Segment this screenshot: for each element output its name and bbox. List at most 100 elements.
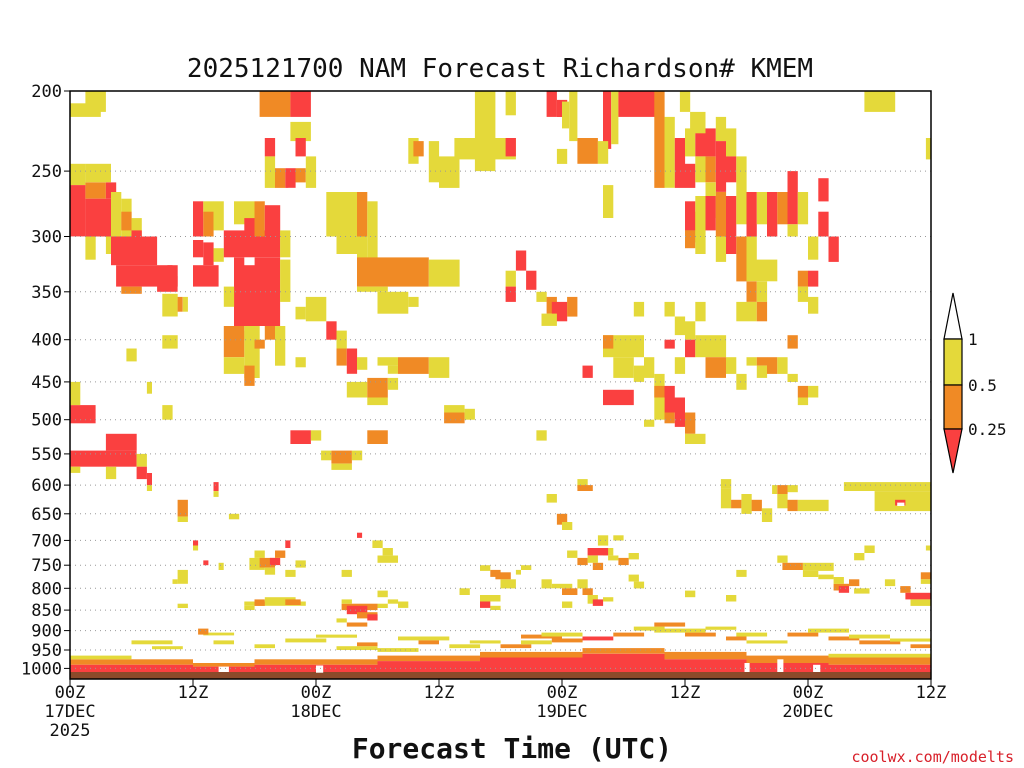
ri-0.5-1-cell: [177, 569, 188, 584]
ri-0.5-1-cell: [305, 156, 317, 188]
ri-lt-0.25-cell: [193, 265, 219, 287]
ri-0.25-0.5-cell: [787, 335, 798, 349]
ri-0.5-1-cell: [577, 479, 588, 489]
ri-0.25-0.5-cell: [377, 655, 480, 662]
ri-0.5-1-cell: [843, 482, 931, 491]
ri-0.5-1-cell: [613, 535, 624, 541]
y-tick-label: 900: [31, 622, 62, 642]
ri-0.5-1-cell: [285, 638, 327, 643]
ri-0.5-1-cell: [674, 357, 686, 374]
ri-0.5-1-cell: [321, 450, 332, 461]
x-tick-time: 12Z: [424, 683, 455, 703]
ri-0.5-1-cell: [569, 91, 578, 142]
ri-0.5-1-cell: [685, 128, 696, 157]
y-tick-label: 650: [31, 505, 62, 525]
ri-0.5-1-cell: [736, 301, 757, 322]
ri-0.25-0.5-cell: [398, 357, 429, 374]
ri-0.25-0.5-cell: [275, 168, 286, 188]
ri-0.25-0.5-cell: [577, 557, 588, 566]
ri-0.5-1-cell: [336, 330, 347, 349]
x-tick-time: 00Z: [793, 683, 824, 703]
ri-0.5-1-cell: [920, 579, 931, 584]
ri-0.5-1-cell: [746, 357, 757, 366]
ri-0.25-0.5-cell: [777, 192, 788, 225]
ri-0.5-1-cell: [290, 121, 311, 142]
ri-0.25-0.5-cell: [346, 622, 368, 627]
ri-0.5-1-cell: [685, 321, 696, 340]
ri-0.5-1-cell: [603, 597, 614, 602]
ri-lt-0.25-cell: [480, 657, 583, 673]
legend-0.25-0.5: [943, 384, 963, 430]
ri-lt-0.25-cell: [726, 156, 737, 183]
ri-0.5-1-cell: [818, 574, 834, 580]
ri-0.5-1-cell: [890, 638, 931, 642]
ri-0.25-0.5-cell: [177, 296, 183, 312]
ri-0.5-1-cell: [695, 196, 706, 254]
ri-lt-0.25-cell: [264, 138, 276, 157]
ri-0.25-0.5-cell: [521, 634, 562, 639]
legend-below-0.25: [943, 428, 963, 474]
ri-0.5-1-cell: [864, 91, 896, 112]
ri-0.5-1-cell: [787, 373, 798, 382]
stable-cell: [316, 665, 324, 673]
ri-0.5-1-cell: [685, 433, 706, 444]
ri-0.5-1-cell: [597, 535, 609, 546]
ri-0.5-1-cell: [562, 522, 573, 530]
y-tick-label: 600: [31, 476, 62, 496]
ri-0.5-1-cell: [372, 540, 383, 548]
stable-cell: [897, 502, 905, 506]
ri-0.5-1-cell: [280, 259, 291, 302]
ri-0.5-1-cell: [126, 348, 137, 362]
ri-lt-0.25-cell: [818, 178, 829, 202]
ri-0.5-1-cell: [603, 185, 614, 218]
ri-0.5-1-cell: [295, 560, 306, 568]
ri-0.5-1-cell: [674, 316, 686, 336]
ri-0.25-0.5-cell: [367, 377, 388, 398]
x-tick-year: 2025: [50, 721, 91, 741]
ri-0.25-0.5-cell: [756, 301, 768, 322]
ri-0.25-0.5-cell: [618, 557, 629, 566]
ri-0.5-1-cell: [203, 201, 214, 218]
ri-0.5-1-cell: [726, 357, 737, 374]
ri-lt-0.25-cell: [685, 163, 696, 188]
ri-lt-0.25-cell: [746, 663, 829, 673]
ri-0.5-1-cell: [567, 550, 578, 558]
ri-0.5-1-cell: [664, 301, 675, 317]
ri-0.5-1-cell: [398, 636, 450, 641]
ri-0.5-1-cell: [521, 565, 532, 570]
ri-0.25-0.5-cell: [264, 326, 276, 340]
y-tick-label: 200: [31, 82, 62, 102]
ri-0.5-1-cell: [264, 597, 296, 602]
ri-lt-0.25-cell: [70, 405, 96, 424]
ri-lt-0.25-cell: [582, 365, 593, 378]
ri-0.25-0.5-cell: [654, 91, 665, 188]
ri-0.5-1-cell: [664, 116, 675, 188]
ri-0.5-1-cell: [377, 648, 419, 652]
legend-0.5-1: [943, 338, 963, 386]
ri-lt-0.25-cell: [674, 412, 686, 427]
ri-0.25-0.5-cell: [223, 326, 245, 358]
ri-lt-0.25-cell: [167, 265, 178, 287]
x-tick-time: 00Z: [547, 683, 578, 703]
ri-0.5-1-cell: [628, 574, 639, 582]
stable-cell: [218, 666, 229, 672]
ri-lt-0.25-cell: [674, 138, 686, 188]
ri-lt-0.25-cell: [111, 236, 158, 266]
ri-0.5-1-cell: [367, 397, 388, 406]
ri-0.5-1-cell: [536, 291, 547, 302]
ri-0.25-0.5-cell: [198, 628, 209, 635]
ri-0.25-0.5-cell: [592, 562, 604, 570]
ri-lt-0.25-cell: [285, 540, 291, 548]
ri-0.25-0.5-cell: [259, 91, 291, 117]
ri-0.5-1-cell: [802, 570, 819, 577]
ri-0.5-1-cell: [105, 466, 117, 480]
ri-0.5-1-cell: [633, 581, 645, 589]
y-tick-label: 850: [31, 601, 62, 621]
ri-0.5-1-cell: [182, 296, 188, 312]
ri-0.5-1-cell: [541, 579, 552, 589]
ri-0.5-1-cell: [884, 579, 896, 587]
ri-0.5-1-cell: [480, 595, 501, 602]
ri-0.25-0.5-cell: [746, 655, 829, 663]
ri-0.5-1-cell: [387, 599, 399, 604]
ri-0.5-1-cell: [398, 601, 409, 608]
